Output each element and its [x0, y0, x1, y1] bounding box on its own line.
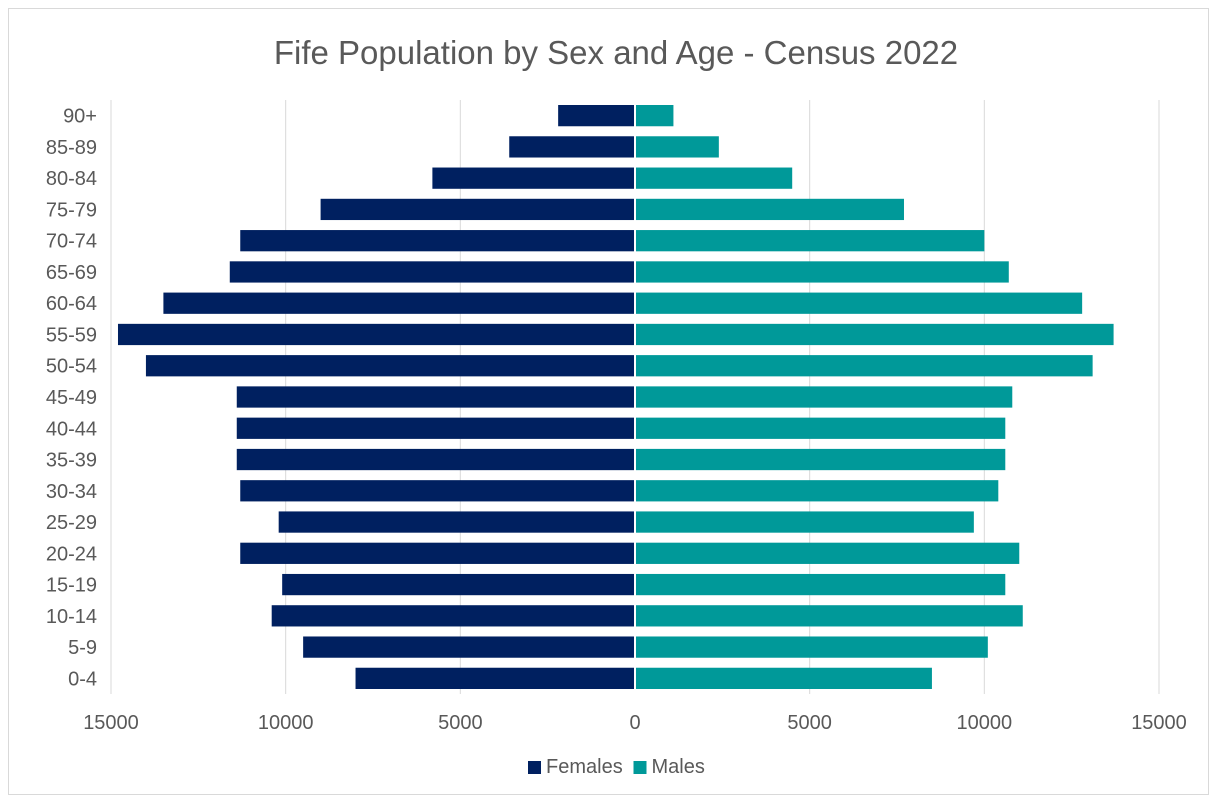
females-bar	[236, 417, 635, 439]
y-category-label: 5-9	[68, 637, 97, 659]
y-category-label: 60-64	[46, 293, 97, 315]
males-bar	[635, 636, 988, 658]
females-bar	[355, 667, 635, 689]
females-bar	[240, 480, 635, 502]
males-bar	[635, 167, 793, 189]
females-bar	[145, 355, 635, 377]
females-bar	[320, 198, 635, 221]
legend-swatch-females	[528, 761, 541, 774]
males-bar	[635, 230, 985, 252]
males-bar	[635, 355, 1093, 377]
y-category-label: 25-29	[46, 512, 97, 534]
x-tick-label: 0	[629, 712, 640, 734]
females-bar	[236, 386, 635, 408]
y-category-label: 65-69	[46, 262, 97, 284]
females-bar	[271, 605, 635, 627]
population-pyramid-chart: Fife Population by Sex and Age - Census …	[46, 34, 1187, 778]
males-bar	[635, 573, 1006, 596]
males-bar	[635, 480, 999, 502]
x-tick-label: 5000	[787, 712, 832, 734]
females-bar	[303, 636, 635, 658]
legend: Females Males	[528, 756, 705, 778]
bars	[117, 105, 1114, 689]
legend-label-females: Females	[546, 756, 623, 778]
y-category-label: 20-24	[46, 543, 97, 565]
y-category-label: 80-84	[46, 168, 97, 190]
males-bar	[635, 105, 674, 127]
females-bar	[558, 105, 635, 127]
males-bar	[635, 292, 1083, 314]
y-category-label: 90+	[63, 106, 97, 128]
legend-label-males: Males	[652, 756, 705, 778]
chart-frame: Fife Population by Sex and Age - Census …	[8, 8, 1209, 795]
males-bar	[635, 448, 1006, 471]
y-category-label: 85-89	[46, 137, 97, 159]
females-bar	[229, 261, 636, 283]
x-tick-label: 15000	[83, 712, 139, 734]
females-bar	[236, 448, 635, 471]
y-category-label: 50-54	[46, 356, 97, 378]
legend-swatch-males	[633, 761, 647, 774]
x-tick-label: 10000	[258, 712, 314, 734]
females-bar	[432, 167, 635, 189]
males-bar	[635, 542, 1020, 564]
y-category-label: 75-79	[46, 199, 97, 221]
males-bar	[635, 511, 974, 533]
y-category-label: 10-14	[46, 606, 97, 628]
males-bar	[635, 323, 1114, 346]
x-tick-label: 5000	[438, 712, 483, 734]
y-category-label: 15-19	[46, 575, 97, 597]
females-bar	[163, 292, 635, 314]
males-bar	[635, 667, 932, 689]
axes: 15000 10000 5000 0 5000 10000 15000 0-4 5-9 10-14…	[46, 100, 1187, 734]
males-bar	[635, 417, 1006, 439]
females-bar	[240, 542, 635, 564]
males-bar	[635, 386, 1013, 408]
y-category-label: 30-34	[46, 481, 97, 503]
females-bar	[282, 573, 635, 596]
x-tick-label: 15000	[1131, 712, 1187, 734]
y-category-label: 70-74	[46, 231, 97, 253]
y-category-label: 0-4	[68, 668, 97, 690]
males-bar	[635, 261, 1009, 283]
chart-title: Fife Population by Sex and Age - Census …	[274, 34, 958, 71]
females-bar	[509, 136, 635, 158]
males-bar	[635, 198, 904, 221]
females-bar	[240, 230, 635, 252]
females-bar	[278, 511, 635, 533]
y-category-label: 35-39	[46, 450, 97, 472]
y-category-label: 45-49	[46, 387, 97, 409]
y-category-label: 55-59	[46, 324, 97, 346]
males-bar	[635, 136, 719, 158]
y-category-label: 40-44	[46, 418, 97, 440]
males-bar	[635, 605, 1023, 627]
females-bar	[117, 323, 635, 346]
x-tick-label: 10000	[957, 712, 1013, 734]
